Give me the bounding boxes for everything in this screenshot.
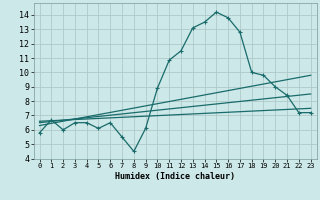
X-axis label: Humidex (Indice chaleur): Humidex (Indice chaleur): [115, 172, 235, 181]
